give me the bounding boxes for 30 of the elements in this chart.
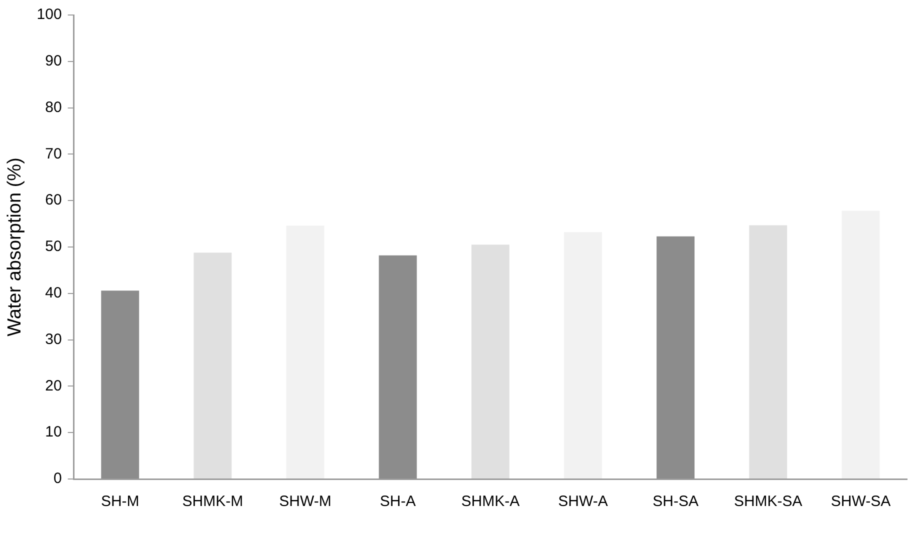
x-tick-label: SH-A [380, 493, 416, 510]
y-tick-label: 40 [45, 284, 62, 302]
bar [101, 290, 140, 478]
y-tick-label: 60 [45, 192, 62, 209]
x-tick-label: SH-SA [652, 493, 698, 510]
bar [471, 244, 510, 478]
bar [749, 225, 788, 478]
bar [286, 226, 324, 478]
y-axis-title: Water absorption (%) [4, 158, 26, 336]
x-tick-label: SH-M [100, 493, 140, 510]
y-tick-label: 70 [45, 145, 62, 162]
y-tick-label: 50 [45, 238, 62, 256]
y-tick-label: 30 [45, 330, 62, 348]
y-tick-label: 20 [45, 377, 62, 394]
y-tick-label: 80 [45, 98, 62, 116]
y-tick-label: 100 [36, 6, 62, 24]
y-tick-label: 90 [45, 52, 62, 70]
x-tick-label: SHW-M [279, 493, 332, 510]
y-tick-label: 10 [45, 424, 62, 441]
y-tick-label: 0 [53, 470, 62, 488]
x-tick-label: SHMK-SA [734, 493, 802, 510]
x-tick-label: SHMK-M [182, 493, 244, 510]
bar [656, 236, 695, 478]
bar [194, 252, 232, 478]
bar [842, 210, 880, 478]
x-tick-label: SHW-A [558, 493, 608, 510]
x-tick-label: SHW-SA [830, 493, 891, 510]
bar [378, 255, 417, 478]
x-tick-label: SHMK-A [461, 493, 520, 510]
bar [564, 232, 602, 478]
